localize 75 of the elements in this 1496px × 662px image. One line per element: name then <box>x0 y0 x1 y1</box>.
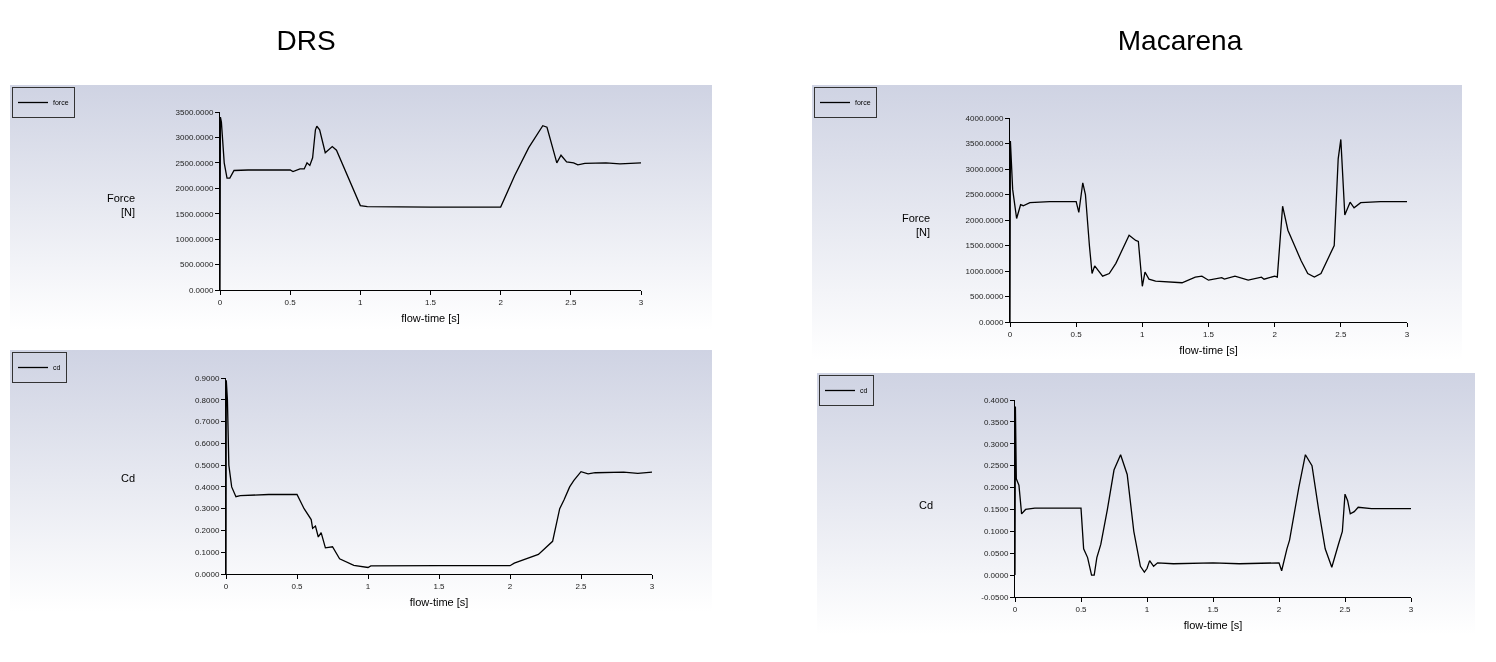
y-tick-label: 0.6000 <box>194 439 220 449</box>
x-axis-title: flow-time [s] <box>401 311 460 324</box>
y-tick-label: 0.0000 <box>978 317 1004 327</box>
y-tick-label: 2000.0000 <box>965 215 1004 225</box>
x-tick-label: 0.5 <box>1075 604 1088 614</box>
y-tick-label: 0.1000 <box>983 527 1009 537</box>
chart-title: Macarena <box>1117 24 1243 56</box>
y-tick-label: 0.3000 <box>194 504 220 514</box>
x-tick-label: 0.5 <box>1070 329 1083 339</box>
x-tick-label: 3 <box>1404 329 1410 339</box>
x-tick-label: 0 <box>217 297 223 307</box>
x-axis-title: flow-time [s] <box>1183 618 1243 631</box>
x-tick-label: 1.5 <box>1202 329 1215 339</box>
x-tick-label: 1 <box>358 297 364 307</box>
x-tick-label: 2.5 <box>1339 604 1352 614</box>
x-tick-label: 2.5 <box>1335 329 1347 339</box>
y-tick-label: 0.3500 <box>983 417 1009 427</box>
x-tick-label: 2.5 <box>575 581 588 591</box>
x-tick-label: 1 <box>1140 329 1146 339</box>
y-tick-label: 0.3000 <box>983 439 1009 449</box>
y-tick-label: 0.8000 <box>194 395 220 405</box>
y-axis-title: Cd <box>919 499 934 511</box>
x-tick-label: 1.5 <box>1207 604 1220 614</box>
y-tick-label: 1000.0000 <box>175 234 214 244</box>
y-tick-label: 0.4000 <box>194 482 220 492</box>
y-tick-label: 3000.0000 <box>965 164 1004 174</box>
y-tick-label: 4000.0000 <box>965 113 1004 123</box>
x-tick-label: 2 <box>498 297 504 307</box>
x-tick-label: 1 <box>1144 604 1150 614</box>
y-tick-label: 500.0000 <box>970 292 1004 302</box>
y-tick-label: 0.2500 <box>983 461 1009 471</box>
y-tick-label: 2500.0000 <box>175 158 214 168</box>
y-axis-title: Force [N] <box>107 192 136 219</box>
x-tick-label: 3 <box>1408 604 1414 614</box>
y-tick-label: 3500.0000 <box>175 107 214 117</box>
y-tick-label: 1500.0000 <box>175 209 214 219</box>
y-tick-label: 1500.0000 <box>965 241 1004 251</box>
x-tick-label: 1.5 <box>433 581 446 591</box>
y-tick-label: 2500.0000 <box>965 190 1004 200</box>
x-tick-label: 0.5 <box>284 297 297 307</box>
y-tick-label: 0.0500 <box>983 549 1009 559</box>
x-tick-label: 0 <box>1012 604 1018 614</box>
y-tick-label: -0.0500 <box>981 592 1009 602</box>
x-tick-label: 2 <box>1272 329 1278 339</box>
y-tick-label: 500.0000 <box>180 260 214 270</box>
x-tick-label: 3 <box>638 297 644 307</box>
y-axis-title: Force [N] <box>902 212 931 239</box>
chart-title: DRS <box>276 24 336 56</box>
y-tick-label: 2000.0000 <box>175 184 214 194</box>
x-tick-label: 3 <box>649 581 655 591</box>
x-tick-label: 1 <box>365 581 371 591</box>
y-tick-label: 0.0000 <box>983 570 1009 580</box>
x-tick-label: 1.5 <box>424 297 437 307</box>
y-tick-label: 0.4000 <box>983 395 1009 405</box>
y-axis-title: Cd <box>121 472 136 484</box>
x-tick-label: 0 <box>1007 329 1013 339</box>
x-axis-title: flow-time [s] <box>1179 343 1238 356</box>
x-tick-label: 0.5 <box>291 581 304 591</box>
y-tick-label: 0.0000 <box>194 569 220 579</box>
y-tick-label: 0.2000 <box>983 483 1009 493</box>
x-tick-label: 2 <box>507 581 513 591</box>
x-tick-label: 2.5 <box>565 297 577 307</box>
y-tick-label: 0.1000 <box>194 548 220 558</box>
y-tick-label: 0.1500 <box>983 505 1009 515</box>
y-tick-label: 0.9000 <box>194 373 220 383</box>
y-tick-label: 0.2000 <box>194 526 220 536</box>
y-tick-label: 3000.0000 <box>175 133 214 143</box>
y-tick-label: 0.7000 <box>194 417 220 427</box>
y-tick-label: 0.5000 <box>194 460 220 470</box>
x-axis-title: flow-time [s] <box>409 595 469 608</box>
y-tick-label: 0.0000 <box>188 285 214 295</box>
y-tick-label: 1000.0000 <box>965 266 1004 276</box>
y-tick-label: 3500.0000 <box>965 139 1004 149</box>
x-tick-label: 0 <box>223 581 229 591</box>
x-tick-label: 2 <box>1276 604 1282 614</box>
